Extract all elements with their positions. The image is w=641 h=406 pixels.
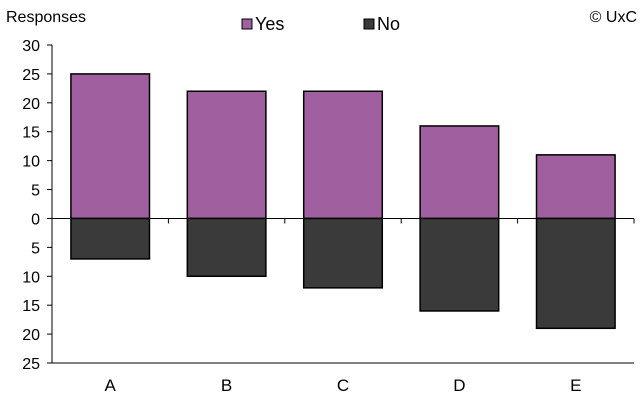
y-tick-label: 10	[22, 154, 40, 171]
bar-no-e	[535, 217, 616, 330]
copyright-notice: © UxC	[590, 9, 637, 26]
legend-item-yes: Yes	[241, 14, 284, 34]
bar-yes-b	[186, 90, 267, 220]
y-tick-label: 25	[22, 67, 40, 84]
y-tick-label: 10	[22, 269, 40, 286]
bar-no-a	[70, 217, 151, 260]
bar-yes-e	[535, 154, 616, 220]
y-tick-label: 20	[22, 327, 40, 344]
y-tick-label: 30	[22, 38, 40, 55]
bar-no-d	[419, 217, 500, 312]
y-axis-title: Responses	[6, 9, 86, 26]
y-tick-label: 25	[22, 356, 40, 373]
x-tick-label: A	[105, 376, 117, 395]
x-tick-label: B	[221, 376, 232, 395]
y-tick-label: 20	[22, 96, 40, 113]
y-tick-label: 5	[31, 183, 40, 200]
legend-swatch-no	[363, 18, 375, 30]
legend-item-no: No	[363, 14, 400, 34]
x-tick-label: D	[453, 376, 465, 395]
bar-yes-c	[302, 90, 384, 220]
bar-no-b	[186, 217, 267, 278]
x-tick-label: C	[337, 376, 349, 395]
y-tick-label: 5	[31, 240, 40, 257]
x-tick-label: E	[570, 376, 581, 395]
plot-area: 30 25 20 15 10 5 0 5 10 15 20 25 A B C D E	[22, 38, 635, 395]
y-tick-label: 15	[22, 125, 40, 142]
legend-label-yes: Yes	[255, 14, 284, 34]
legend-swatch-yes	[241, 18, 253, 30]
y-tick-label: 0	[31, 211, 40, 228]
legend-label-no: No	[377, 14, 400, 34]
bar-yes-d	[419, 125, 500, 220]
legend: Yes No	[241, 14, 400, 34]
y-tick-label: 15	[22, 298, 40, 315]
bar-yes-a	[70, 73, 151, 220]
bar-no-c	[302, 217, 384, 289]
